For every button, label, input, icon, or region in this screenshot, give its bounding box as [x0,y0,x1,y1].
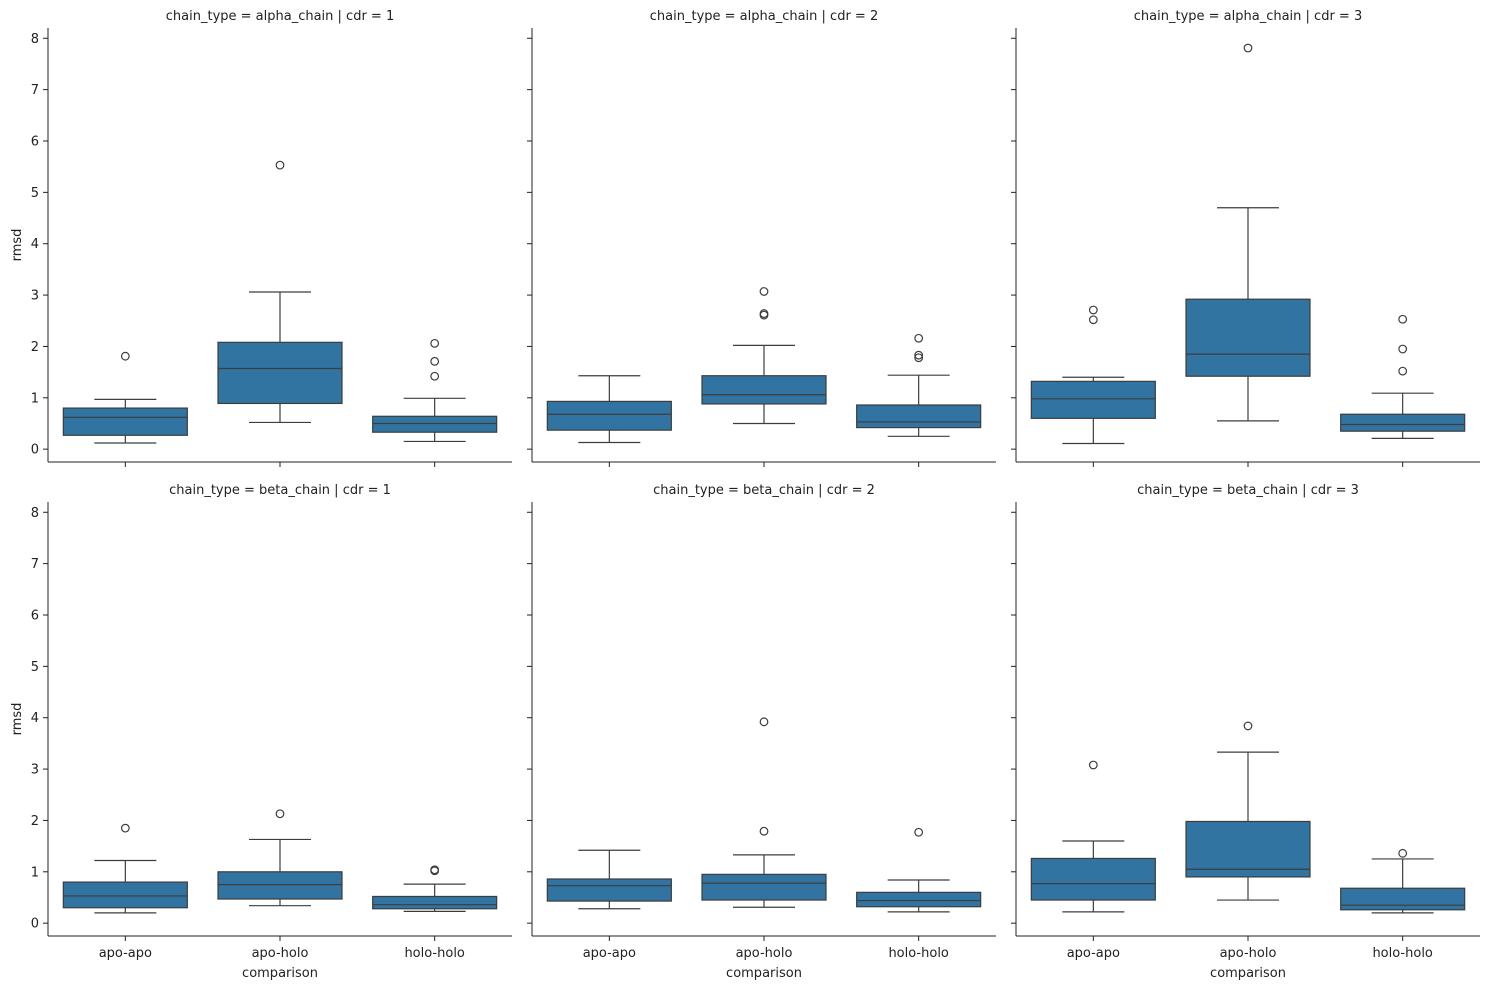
box-iqr [62,881,188,909]
x-tick-label: apo-holo [736,946,793,961]
y-tick-label: 4 [31,237,39,252]
outlier-point [430,338,440,348]
outlier-point [1088,305,1098,315]
y-tick-label: 1 [31,391,39,406]
y-tick-label: 3 [31,289,39,304]
outlier-point [759,717,769,727]
x-tick-label: holo-holo [404,946,464,961]
y-tick-label: 1 [31,865,39,880]
outlier-point [1398,314,1408,324]
x-tick-label: apo-apo [583,946,636,961]
box-iqr [1185,298,1311,377]
y-tick-label: 8 [31,32,39,47]
x-axis-label: comparison [242,966,318,981]
outlier-point [275,160,285,170]
y-tick-label: 0 [31,443,39,458]
y-tick-label: 6 [31,608,39,623]
y-tick-label: 6 [31,134,39,149]
panel-title: chain_type = alpha_chain | cdr = 3 [1134,9,1362,24]
outlier-point [1243,43,1253,53]
box-iqr [546,400,672,431]
y-tick-label: 7 [31,83,39,98]
outlier-point [1398,366,1408,376]
box-iqr [1185,820,1311,878]
box-iqr [1340,413,1466,432]
y-axis-label: rmsd [10,229,25,262]
outlier-point [430,371,440,381]
panel-title: chain_type = beta_chain | cdr = 1 [169,483,391,498]
box-iqr [856,404,982,429]
box-iqr [1340,887,1466,911]
outlier-point [1088,315,1098,325]
outlier-point [759,287,769,296]
outlier-point [120,823,130,833]
box-iqr [546,878,672,902]
x-tick-label: apo-holo [1220,946,1277,961]
y-tick-label: 3 [31,763,39,778]
y-tick-label: 5 [31,186,39,201]
outlier-point [1398,344,1408,354]
outlier-point [120,351,130,361]
outlier-point [275,809,285,819]
box-iqr [701,873,827,901]
x-tick-label: holo-holo [1372,946,1432,961]
y-tick-label: 0 [31,917,39,932]
y-tick-label: 7 [31,557,39,572]
panel-title: chain_type = beta_chain | cdr = 2 [653,483,875,498]
outlier-point [914,333,924,343]
outlier-point [759,826,769,836]
outlier-point [914,350,924,360]
x-axis-label: comparison [1210,966,1286,981]
box-iqr [701,375,827,405]
x-tick-label: holo-holo [888,946,948,961]
box-iqr [372,415,498,433]
outlier-point [914,353,924,363]
x-tick-label: apo-apo [99,946,152,961]
box-iqr [1030,857,1156,901]
panel-title: chain_type = alpha_chain | cdr = 2 [650,9,878,24]
box-iqr [217,341,343,405]
y-tick-label: 2 [31,814,39,829]
x-tick-label: apo-holo [252,946,309,961]
outlier-point [1398,848,1408,858]
panel-title: chain_type = alpha_chain | cdr = 1 [166,9,394,24]
outlier-point [430,865,440,875]
y-tick-label: 8 [31,506,39,521]
y-axis-label: rmsd [10,703,25,736]
outlier-point [914,827,924,837]
y-tick-label: 4 [31,711,39,726]
y-tick-label: 2 [31,340,39,355]
outlier-point [430,356,440,366]
box-iqr [217,871,343,900]
x-axis-label: comparison [726,966,802,981]
box-iqr [62,407,188,436]
box-iqr [1030,380,1156,419]
box-iqr [856,891,982,908]
y-tick-label: 5 [31,660,39,675]
panel-title: chain_type = beta_chain | cdr = 3 [1137,483,1359,498]
outlier-point [1243,721,1253,731]
outlier-point [1088,760,1098,770]
box-iqr [372,895,498,910]
outlier-point [759,309,769,318]
x-tick-label: apo-apo [1067,946,1120,961]
